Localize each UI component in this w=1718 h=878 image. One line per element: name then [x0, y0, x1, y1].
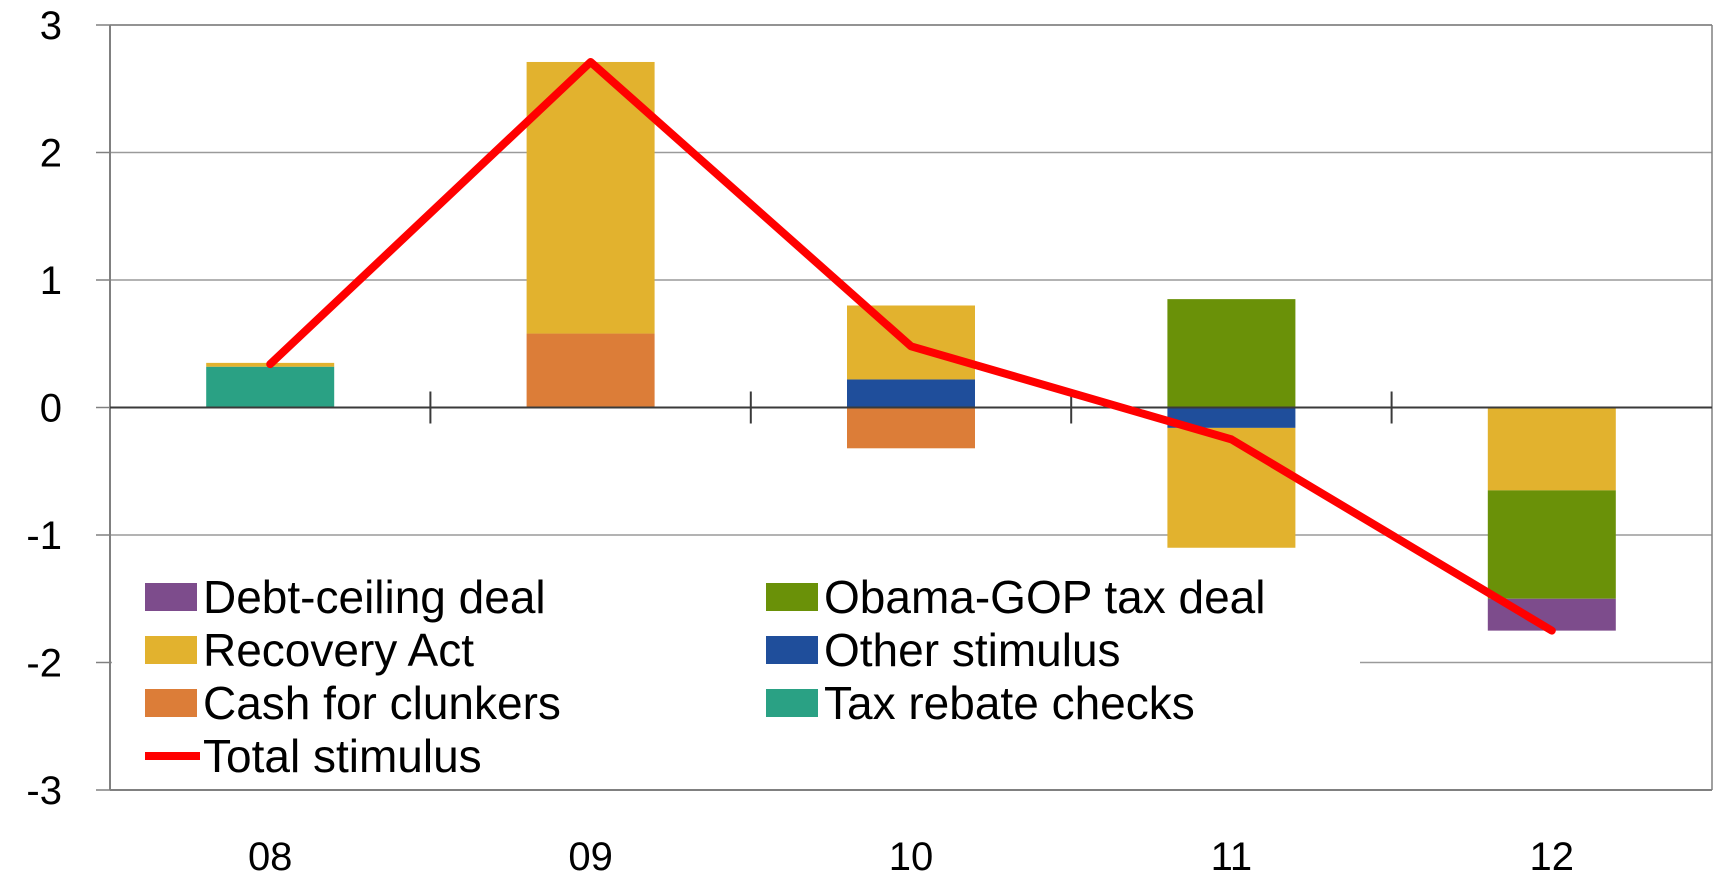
legend-label: Total stimulus — [203, 730, 482, 782]
bar-segment — [1167, 427, 1296, 548]
legend-label: Tax rebate checks — [824, 677, 1195, 729]
legend: Debt-ceiling deal Obama-GOP tax deal Recov… — [112, 550, 1360, 788]
bar-segment — [526, 333, 655, 408]
y-tick-label: -3 — [26, 769, 62, 813]
legend-swatch — [145, 583, 197, 611]
x-tick-label: 10 — [889, 835, 934, 878]
bar-segment — [847, 379, 975, 408]
bar-segment — [206, 366, 335, 408]
legend-swatch — [145, 689, 197, 717]
y-tick-label: 0 — [40, 387, 62, 431]
x-tick-label: 11 — [1211, 835, 1253, 878]
legend-label: Debt-ceiling deal — [203, 571, 546, 623]
x-tick-label: 12 — [1530, 835, 1575, 878]
legend-label: Recovery Act — [203, 624, 474, 676]
y-tick-label: -1 — [26, 514, 62, 558]
x-tick-label: 08 — [248, 835, 293, 878]
total-stimulus-line — [266, 57, 1556, 635]
y-tick-label: 1 — [40, 259, 62, 303]
legend-label: Cash for clunkers — [203, 677, 561, 729]
x-tick-label: 09 — [568, 835, 613, 878]
bars — [206, 61, 1616, 631]
legend-swatch — [766, 689, 818, 717]
bar-segment — [1487, 490, 1616, 599]
legend-label: Other stimulus — [824, 624, 1121, 676]
bar-segment — [1487, 407, 1616, 491]
x-tick-labels: 08 09 10 11 12 — [248, 835, 1574, 878]
legend-label: Obama-GOP tax deal — [824, 571, 1265, 623]
y-tick-label: 3 — [40, 4, 62, 48]
bar-segment — [1167, 407, 1296, 428]
y-tick-labels: 3 2 1 0 -1 -2 -3 — [26, 4, 62, 813]
bar-segment — [1167, 299, 1296, 408]
total-line — [266, 57, 1556, 635]
y-tick-label: 2 — [40, 132, 62, 176]
legend-swatch — [145, 636, 197, 664]
bar-segment — [847, 407, 975, 449]
y-tick-label: -2 — [26, 642, 62, 686]
legend-swatch — [766, 636, 818, 664]
legend-background — [112, 550, 1360, 788]
legend-swatch — [766, 583, 818, 611]
axes — [96, 24, 1713, 791]
